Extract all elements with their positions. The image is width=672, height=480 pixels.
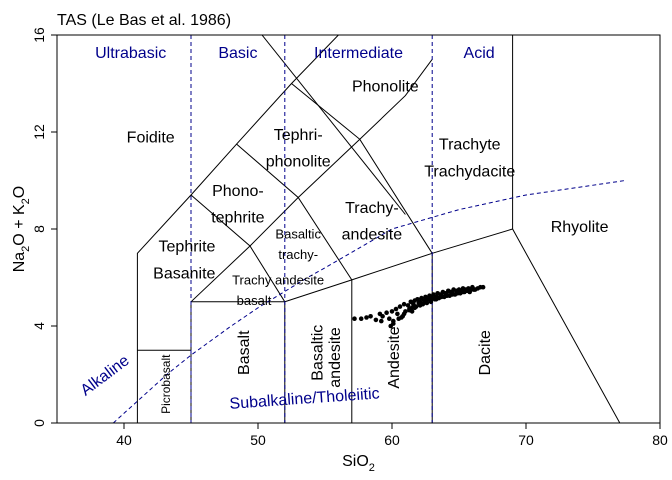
division-label-2: Basic xyxy=(218,45,257,62)
alkaline-divider xyxy=(112,180,626,423)
field-label-2: Phonolite xyxy=(352,79,419,96)
field-label-3: Tephri- xyxy=(274,127,323,144)
y-axis-label-part-2: 2 xyxy=(20,246,32,252)
field-label-16: Trachy andesite xyxy=(232,272,324,287)
field-boundary-9 xyxy=(236,143,353,281)
x-tick-label-1: 40 xyxy=(116,432,132,448)
division-label-4: Acid xyxy=(464,45,495,62)
y-axis-label: Na2O + K2O xyxy=(11,186,32,273)
series-region-label-2: Subalkaline/Tholeiitic xyxy=(229,385,380,412)
data-point-13 xyxy=(395,311,400,317)
vertical-field-label-4: andesite xyxy=(327,327,344,388)
y-tick-label-1: 0 xyxy=(31,419,47,427)
x-tick-label-5: 80 xyxy=(652,432,668,448)
data-point-2 xyxy=(358,316,364,322)
data-point-86 xyxy=(471,287,477,292)
data-point-82 xyxy=(450,292,455,297)
data-point-14 xyxy=(397,304,403,309)
data-point-9 xyxy=(387,316,392,322)
data-point-90 xyxy=(409,309,415,314)
field-label-8: tephrite xyxy=(211,209,264,226)
x-tick-label-4: 70 xyxy=(518,432,534,448)
chart-title: TAS (Le Bas et al. 1986) xyxy=(57,12,231,29)
field-label-6: Trachydacite xyxy=(424,163,515,180)
field-label-4: phonolite xyxy=(266,154,331,171)
data-point-89 xyxy=(399,315,404,320)
vertical-field-label-2: Basalt xyxy=(236,330,253,375)
data-point-16 xyxy=(401,301,407,307)
x-tick-label-3: 60 xyxy=(384,432,400,448)
data-point-87 xyxy=(379,318,384,324)
field-label-10: andesite xyxy=(342,226,403,243)
division-lines: Ultrabasic Basic Intermediate Acid xyxy=(95,35,495,423)
field-boundary-8 xyxy=(190,194,286,303)
division-label-3: Intermediate xyxy=(314,45,403,62)
data-point-85 xyxy=(466,288,471,294)
vertical-field-label-3: Basaltic xyxy=(309,325,326,381)
y-axis-label-part-4: 2 xyxy=(20,198,32,204)
field-boundary-12 xyxy=(261,35,406,215)
field-label-7: Phono- xyxy=(212,183,264,200)
y-tick-label-4: 12 xyxy=(31,124,47,140)
division-label-1: Ultrabasic xyxy=(95,45,166,62)
alkaline-subalkaline-line xyxy=(112,180,626,423)
field-label-9: Trachy- xyxy=(345,200,399,217)
vertical-field-label-1: Picrobasalt xyxy=(159,354,173,414)
y-axis-label-part-1: Na xyxy=(11,252,28,273)
field-label-14: Basaltic xyxy=(275,226,321,241)
y-tick-label-5: 16 xyxy=(31,27,47,43)
plot-frame xyxy=(56,34,661,424)
data-point-4 xyxy=(368,314,373,319)
y-tick-label-3: 8 xyxy=(31,225,47,233)
data-point-78 xyxy=(428,298,434,303)
field-label-17: basalt xyxy=(237,293,272,308)
x-axis-label-main: SiO xyxy=(342,453,369,470)
y-axis-label-part-3: O + K xyxy=(11,204,28,246)
data-point-73 xyxy=(401,311,407,317)
x-axis-label: SiO2 xyxy=(342,453,375,474)
data-point-1 xyxy=(352,316,357,322)
field-label-13: Basanite xyxy=(153,265,215,282)
x-tick-label-2: 50 xyxy=(250,432,266,448)
field-boundary-1 xyxy=(136,35,339,423)
data-points xyxy=(352,284,486,329)
data-point-3 xyxy=(364,315,369,320)
field-label-12: Tephrite xyxy=(159,239,216,256)
series-region-label-1: Alkaline xyxy=(78,352,133,399)
axes: 40 50 60 70 80 0 4 8 12 16 xyxy=(31,27,668,448)
data-point-12 xyxy=(393,306,399,312)
data-point-8 xyxy=(384,310,389,316)
field-label-5: Trachyte xyxy=(439,137,501,154)
data-point-77 xyxy=(423,299,428,305)
field-label-1: Foidite xyxy=(127,129,175,146)
field-labels: Foidite Phonolite Tephri-phonolite Trachyte… xyxy=(78,79,609,414)
vertical-field-label-5: Andesite xyxy=(386,326,403,388)
field-label-11: Rhyolite xyxy=(551,219,609,236)
field-boundaries xyxy=(136,35,621,423)
data-point-79 xyxy=(433,297,439,302)
field-label-15: trachy- xyxy=(278,247,318,262)
x-axis-label-sub: 2 xyxy=(369,462,375,474)
data-point-81 xyxy=(444,293,450,299)
data-point-80 xyxy=(439,294,444,300)
y-tick-label-2: 4 xyxy=(31,322,47,330)
y-axis-label-part-5: O xyxy=(11,186,28,198)
data-point-7 xyxy=(380,314,385,319)
data-point-75 xyxy=(412,305,418,311)
data-point-83 xyxy=(455,291,461,296)
data-point-10 xyxy=(389,309,395,314)
vertical-field-label-6: Dacite xyxy=(477,330,494,375)
field-boundary-10 xyxy=(291,83,433,254)
data-point-70 xyxy=(480,284,486,290)
data-point-84 xyxy=(460,289,466,295)
data-point-5 xyxy=(373,317,379,323)
data-point-88 xyxy=(388,323,394,329)
data-point-18 xyxy=(405,303,411,308)
data-point-76 xyxy=(417,303,423,308)
